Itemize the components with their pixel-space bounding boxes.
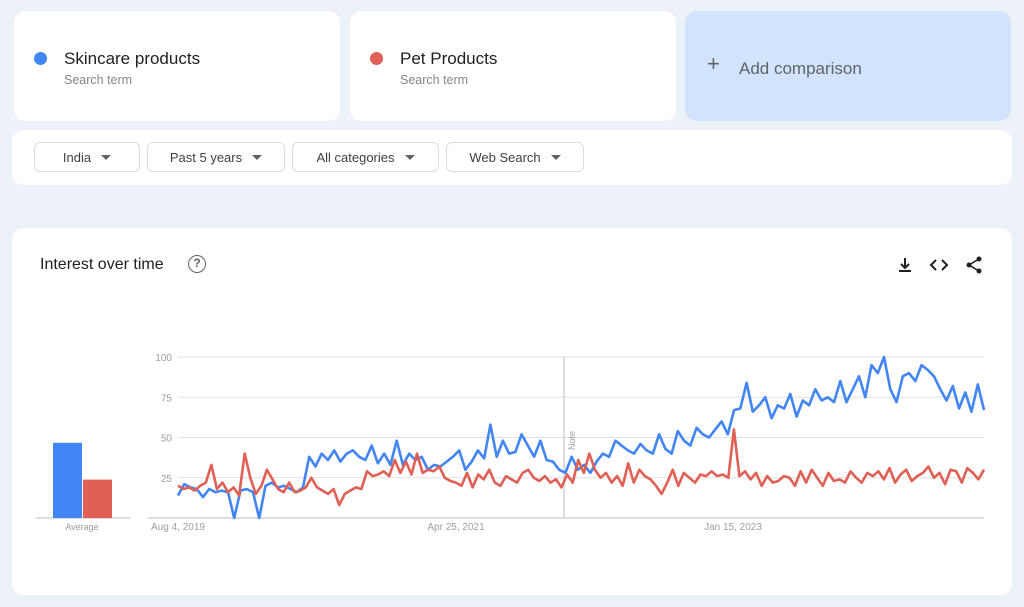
dropdown-label: Past 5 years [169, 149, 243, 165]
y-tick-label: 75 [161, 393, 173, 404]
panel-title: Interest over time [40, 256, 164, 273]
y-tick-label: 25 [161, 474, 173, 485]
average-bar [83, 479, 112, 518]
plus-icon: + [707, 51, 720, 76]
series-color-dot [370, 52, 383, 65]
dropdown-label: Web Search [469, 149, 541, 165]
help-circle-icon[interactable]: ? [188, 255, 206, 273]
term-name: Skincare products [64, 49, 201, 68]
note-label: Note [567, 431, 577, 450]
y-tick-label: 50 [161, 434, 173, 445]
embed-code-icon[interactable] [928, 254, 950, 276]
filter-bar: India Past 5 years All categories Web Se… [12, 130, 1012, 185]
caret-down-icon [550, 154, 561, 160]
average-label: Average [65, 522, 98, 532]
caret-down-icon [252, 154, 263, 160]
x-tick-label: Apr 25, 2021 [427, 522, 485, 533]
add-comparison-button[interactable]: + Add comparison [685, 11, 1011, 121]
term-card-skincare[interactable]: Skincare products Search term [14, 11, 340, 121]
interest-over-time-panel: Interest over time ? [12, 228, 1012, 595]
x-tick-label: Aug 4, 2019 [151, 522, 205, 533]
dropdown-label: India [62, 149, 92, 165]
term-subtitle: Search term [400, 73, 469, 87]
time-range-dropdown[interactable]: Past 5 years [147, 142, 285, 172]
y-tick-label: 100 [155, 353, 172, 364]
share-icon[interactable] [963, 254, 985, 276]
x-tick-label: Jan 15, 2023 [704, 522, 762, 533]
term-card-pet[interactable]: Pet Products Search term [350, 11, 676, 121]
dropdown-label: All categories [316, 149, 395, 165]
caret-down-icon [404, 154, 415, 160]
search-type-dropdown[interactable]: Web Search [446, 142, 584, 172]
series-line-pet-products [177, 428, 986, 507]
region-dropdown[interactable]: India [34, 142, 140, 172]
term-name: Pet Products [400, 49, 498, 68]
term-subtitle: Search term [64, 73, 133, 87]
average-bar [53, 442, 82, 518]
add-comparison-label: Add comparison [739, 59, 862, 78]
category-dropdown[interactable]: All categories [292, 142, 439, 172]
download-icon[interactable] [894, 254, 916, 276]
caret-down-icon [101, 154, 112, 160]
series-color-dot [34, 52, 47, 65]
